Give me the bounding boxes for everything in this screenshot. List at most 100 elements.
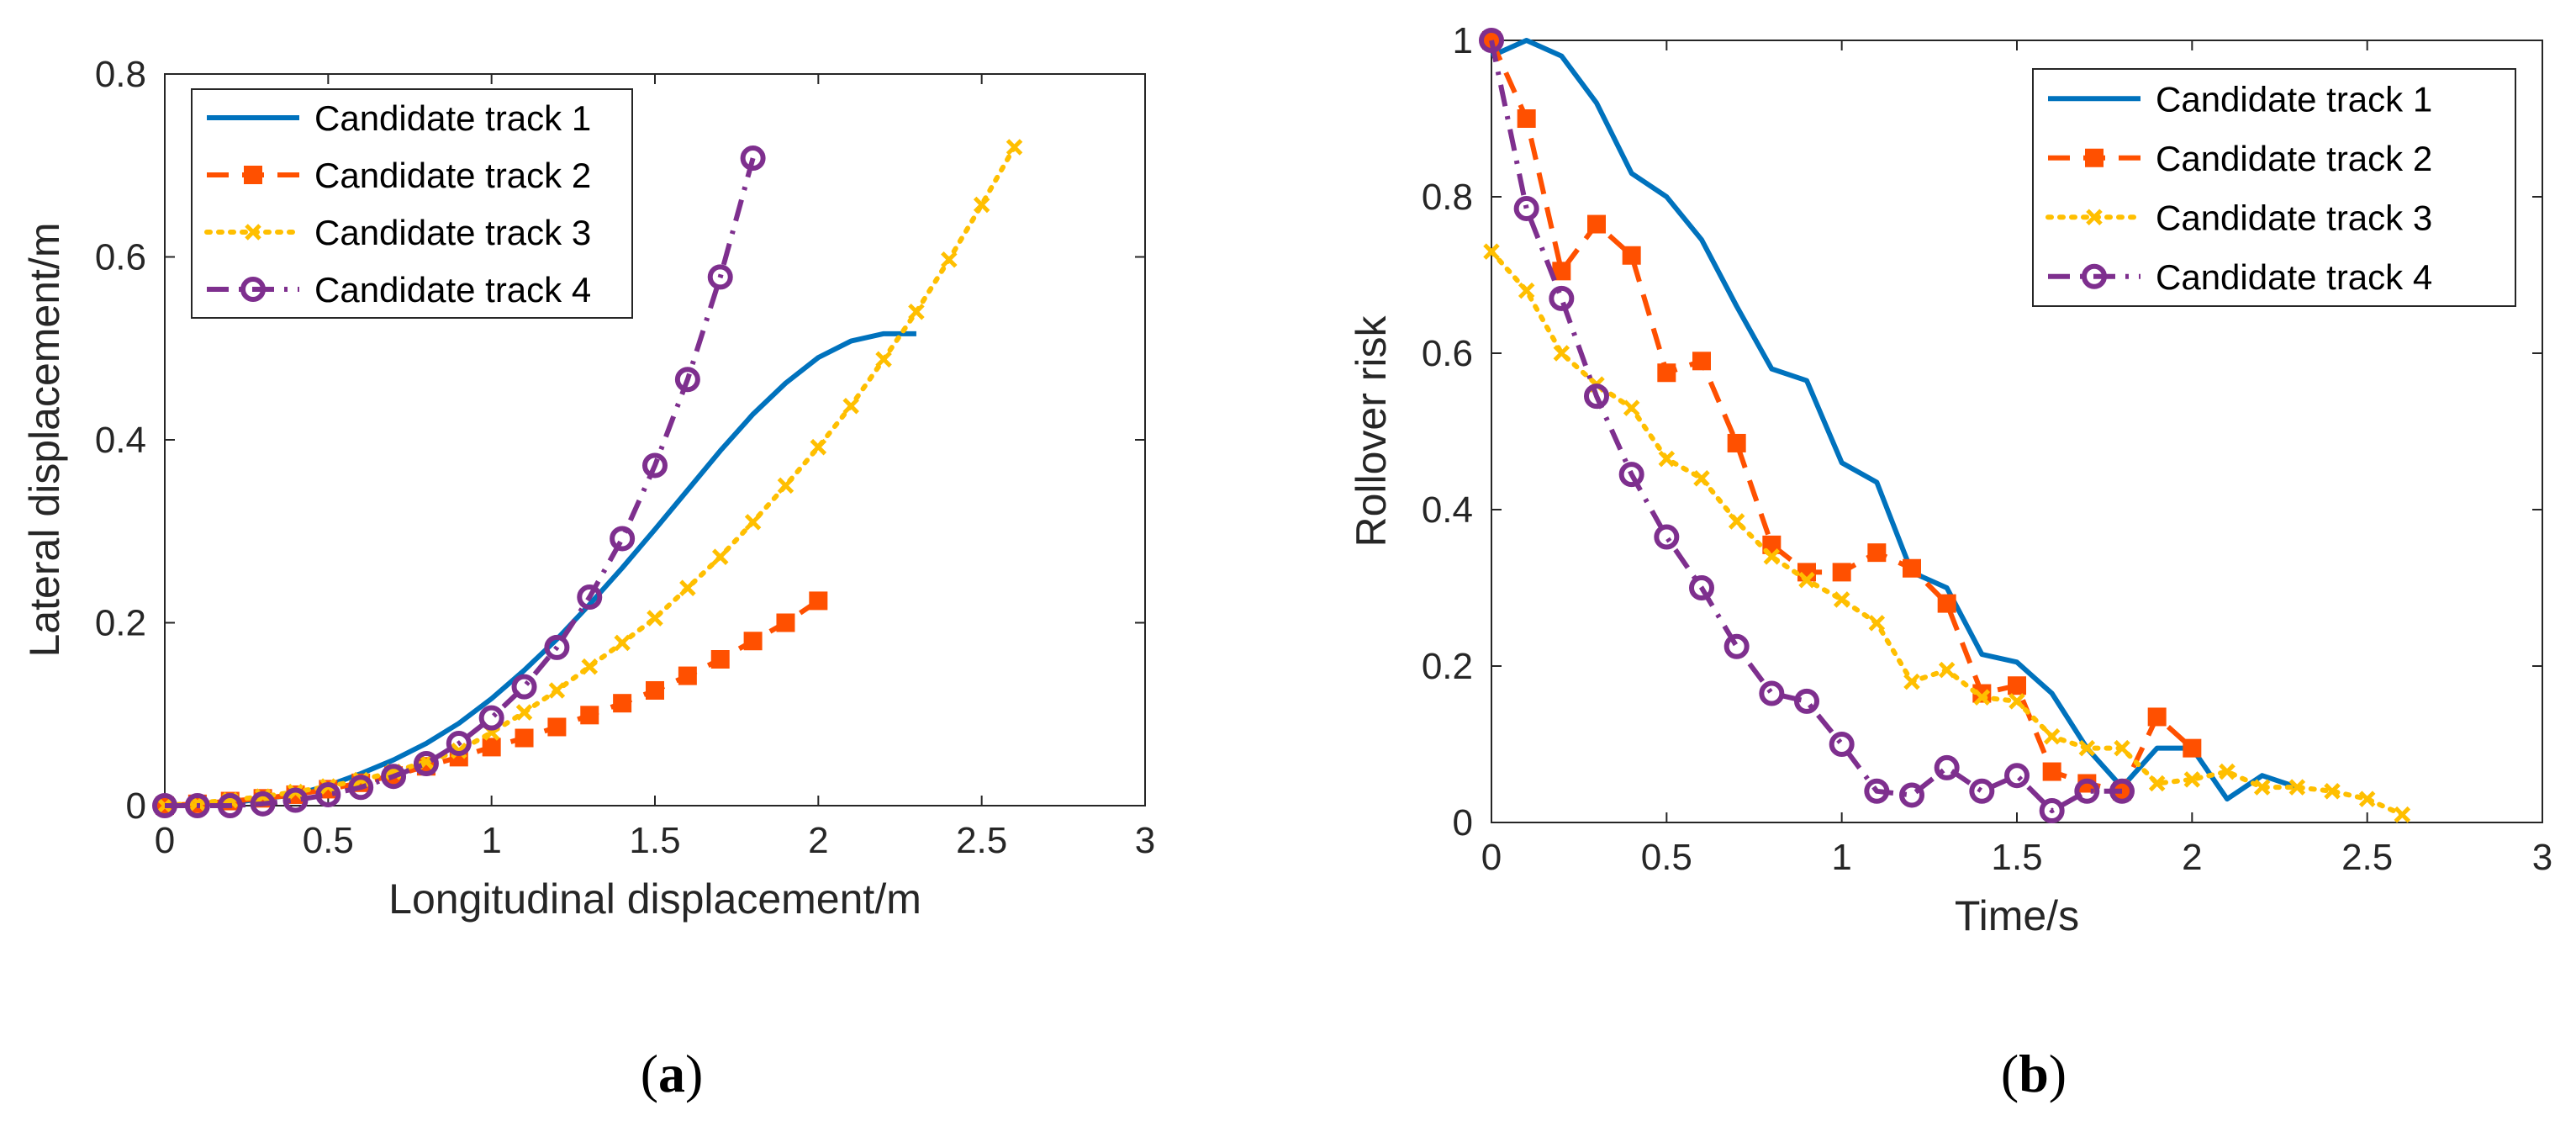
panel-b-point-track-3	[2358, 791, 2376, 807]
panel-b-xtick-label: 0.5	[1641, 837, 1692, 878]
panel-b-caption: (b)	[2001, 1044, 2067, 1103]
panel-a-point-track-3	[875, 351, 892, 368]
panel-b-series-line-track-4	[1489, 40, 2122, 814]
panel-b-point-track-4	[1899, 782, 1924, 808]
panel-b-point-track-3	[1868, 615, 1886, 632]
panel-a-point-track-3	[908, 303, 925, 320]
panel-b-point-track-3	[1833, 591, 1850, 608]
panel-b-point-track-4	[1969, 778, 1995, 804]
panel-b-legend-box	[2032, 68, 2516, 307]
panel-a-point-track-3	[941, 251, 958, 268]
panel-b-xtick-label: 2.5	[2341, 837, 2393, 878]
panel-b-point-track-3	[2219, 763, 2236, 780]
panel-a-point-track-3	[1006, 139, 1023, 156]
panel-b-point-track-3	[1518, 282, 1535, 299]
panel-b-point-track-2	[2183, 738, 2202, 758]
panel-a-point-track-4	[217, 793, 243, 818]
panel-b-series-track-4	[1479, 28, 2135, 824]
panel-a-xtick-label: 0	[155, 820, 175, 861]
panel-b-point-track-3	[2043, 727, 2061, 745]
panel-a-point-track-3	[614, 634, 631, 652]
panel-b-point-track-4	[1864, 778, 1890, 804]
panel-b-xtick-label: 0	[1481, 837, 1502, 878]
panel-a-point-track-4	[674, 367, 700, 393]
panel-b-point-track-3	[2009, 693, 2025, 710]
panel-a-point-track-4	[348, 775, 374, 801]
panel-b-point-track-2	[2042, 762, 2061, 781]
panel-a-point-track-3	[647, 610, 663, 627]
panel-b-plot-layer: 0 0.5 1 1.5 2 2.5 3 0 0.2 0.4 0.6 0.8 1	[1422, 20, 2552, 878]
panel-b-point-track-4	[2039, 798, 2065, 824]
panel-b-legend-marker-track-4	[2082, 263, 2107, 289]
panel-b-point-track-2	[1937, 594, 1956, 613]
panel-a-point-track-4	[478, 705, 504, 731]
panel-b-xtick-label: 1.5	[1991, 837, 2042, 878]
panel-a-point-track-4	[610, 526, 636, 552]
panel-b-ytick-label: 0.6	[1422, 333, 1473, 374]
panel-a-ytick-label: 0.8	[95, 54, 146, 95]
panel-a-point-track-3	[973, 196, 990, 214]
panel-b-point-track-4	[1689, 575, 1714, 600]
panel-a-xtick-label: 3	[1135, 820, 1155, 861]
panel-a-point-track-3	[548, 682, 566, 699]
panel-a-point-track-4	[511, 674, 537, 700]
panel-b-point-track-4	[1829, 732, 1855, 757]
panel-a-point-track-3	[842, 397, 859, 415]
panel-a-caption-letter: a	[658, 1044, 685, 1103]
panel-a-xlabel: Longitudinal displacement/m	[388, 875, 921, 923]
panel-a-legend-marker-track-3	[245, 224, 261, 241]
panel-b-point-track-3	[1798, 571, 1815, 589]
panel-a-xtick-label: 0.5	[303, 820, 354, 861]
panel-b-point-track-4	[1759, 680, 1785, 706]
panel-b-xtick-label: 1	[1831, 837, 1851, 878]
panel-a-point-track-2	[580, 706, 599, 725]
panel-b-point-track-3	[1658, 450, 1676, 468]
panel-a-point-track-4	[413, 750, 439, 776]
panel-b-ytick-label: 0.2	[1422, 646, 1473, 687]
panel-b-point-track-2	[1692, 352, 1711, 371]
panel-a-point-track-2	[776, 613, 795, 632]
panel-b-point-track-2	[2008, 676, 2026, 695]
panel-b-point-track-2	[1727, 433, 1746, 452]
panel-b-legend-label-track-1: Candidate track 1	[2156, 79, 2432, 119]
panel-a-point-track-2	[646, 680, 664, 700]
panel-b-point-track-4	[1794, 688, 1819, 714]
panel-b-point-track-3	[1693, 470, 1710, 487]
panel-a-point-track-4	[184, 793, 210, 818]
panel-b-series-track-1	[1490, 38, 2299, 802]
panel-b-ytick-label: 0	[1453, 802, 1473, 843]
panel-a-point-track-4	[381, 764, 407, 790]
panel-b-point-track-3	[2394, 806, 2411, 823]
panel-a-point-track-3	[679, 579, 696, 596]
panel-b-point-track-3	[2148, 775, 2166, 792]
panel-a-point-track-3	[581, 658, 599, 675]
panel-a-point-track-4	[707, 264, 733, 290]
panel-a-point-track-3	[744, 514, 762, 531]
panel-a-point-track-4	[544, 634, 570, 660]
panel-b-point-track-3	[1763, 548, 1781, 565]
panel-b-xtick-label: 3	[2532, 837, 2552, 878]
panel-a-point-track-3	[777, 477, 794, 494]
panel-b-legend: Candidate track 1 Candidate track 2 Cand…	[2032, 68, 2516, 307]
panel-b-xlabel: Time/s	[1955, 892, 2079, 939]
panel-b-point-track-4	[1513, 195, 1539, 221]
panel-a-ytick-label: 0.2	[95, 603, 146, 644]
panel-a-legend-label-track-2: Candidate track 2	[314, 156, 591, 195]
panel-b-legend-label-track-2: Candidate track 2	[2156, 139, 2432, 178]
panel-a-point-track-4	[446, 731, 472, 757]
panel-b-series-line-track-1	[1490, 38, 2299, 802]
panel-b-ytick-label: 1	[1453, 20, 1473, 61]
panel-b-point-track-2	[1867, 543, 1887, 563]
panel-a-legend-marker-track-4	[240, 277, 266, 302]
panel-b-point-track-3	[2078, 739, 2096, 757]
panel-a-series-track-3	[156, 139, 1023, 814]
panel-b-point-track-4	[1584, 383, 1609, 410]
panel-b-point-track-2	[1657, 363, 1676, 383]
panel-a-ytick-label: 0	[126, 785, 146, 827]
panel-a-point-track-2	[743, 632, 763, 651]
panel-a-legend: Candidate track 1 Candidate track 2 Cand…	[191, 88, 633, 319]
panel-b-point-track-3	[1938, 661, 1956, 679]
panel-b-point-track-4	[1723, 633, 1750, 659]
panel-a-point-track-4	[250, 791, 276, 817]
